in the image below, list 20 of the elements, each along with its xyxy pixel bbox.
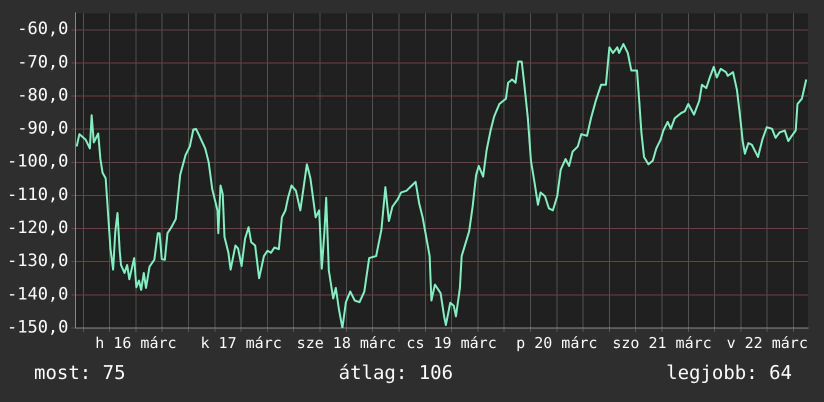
y-tick-label: -140,0 — [6, 284, 68, 304]
y-tick-label: -150,0 — [6, 317, 68, 338]
x-tick-label: cs 19 márc — [406, 334, 497, 352]
x-tick-label: k 17 márc — [200, 334, 282, 352]
y-tick-label: -110,0 — [6, 184, 68, 205]
y-tick-label: -100,0 — [6, 152, 68, 172]
y-tick-label: -60,0 — [17, 19, 68, 40]
y-tick-label: -130,0 — [6, 251, 68, 272]
x-tick-label: v 22 márc — [726, 334, 808, 352]
x-tick-label: p 20 márc — [516, 334, 598, 352]
y-tick-label: -80,0 — [17, 85, 68, 106]
x-tick-label: szo 21 márc — [612, 334, 712, 352]
text: legjobb: 64 — [666, 362, 792, 384]
x-tick-label: h 16 márc — [95, 334, 177, 352]
y-tick-label: -70,0 — [17, 52, 68, 72]
text: átlag: 106 — [338, 362, 454, 384]
text: most: 75 — [34, 362, 126, 384]
y-tick-label: -90,0 — [17, 118, 68, 139]
y-tick-label: -120,0 — [6, 218, 68, 238]
x-tick-label: sze 18 márc — [296, 334, 396, 352]
